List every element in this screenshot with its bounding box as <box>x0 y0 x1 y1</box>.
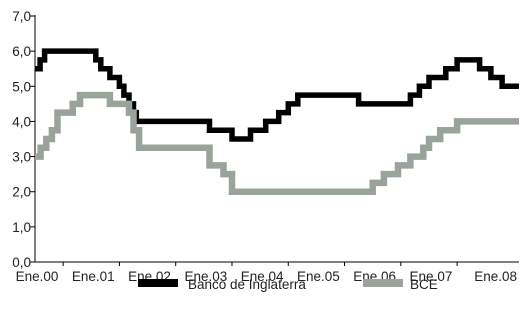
y-tick-label: 2,0 <box>12 185 31 200</box>
y-tick-label: 3,0 <box>12 150 31 165</box>
y-tick-label: 0,0 <box>12 255 31 270</box>
y-tick-label: 6,0 <box>12 44 31 59</box>
x-tick-label: Ene.07 <box>410 269 453 284</box>
legend-label: BCE <box>410 277 438 292</box>
legend: Banco de Inglaterra BCE <box>138 277 438 292</box>
series-line-bce <box>35 91 519 195</box>
legend-swatch <box>138 279 178 287</box>
series-lines <box>35 48 519 195</box>
y-tick-label: 4,0 <box>12 114 31 129</box>
x-tick-label: Ene.00 <box>16 269 59 284</box>
x-tick-label: Ene.08 <box>474 269 517 284</box>
x-tick-label: Ene.05 <box>297 269 340 284</box>
y-tick-label: 1,0 <box>12 220 31 235</box>
y-axis: 0,0 1,0 2,0 3,0 4,0 5,0 6,0 7,0 <box>12 9 36 270</box>
legend-label: Banco de Inglaterra <box>188 277 306 292</box>
series-line-banco-de-inglaterra <box>35 48 519 142</box>
legend-swatch <box>363 279 403 287</box>
y-tick-label: 7,0 <box>12 9 31 24</box>
x-tick-label: Ene.01 <box>72 269 115 284</box>
y-tick-label: 5,0 <box>12 79 31 94</box>
x-tick-label: Ene.04 <box>241 269 284 284</box>
x-tick-label: Ene.03 <box>184 269 227 284</box>
